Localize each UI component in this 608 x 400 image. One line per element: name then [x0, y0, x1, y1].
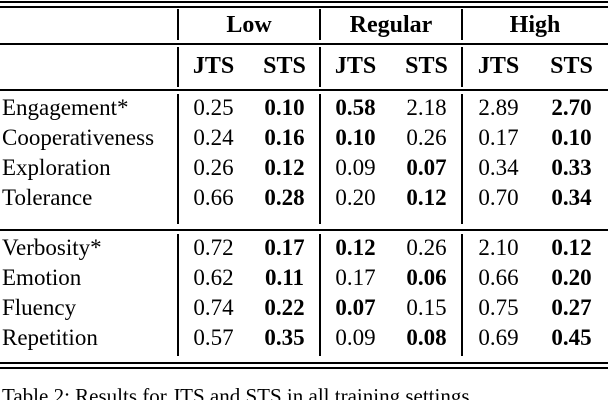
- column-separator: [177, 234, 179, 356]
- cell-value: 0.16: [264, 125, 305, 150]
- table-row-engagement: Engagement* 0.25 0.10 0.58 2.18 2.89 2.7…: [0, 93, 608, 123]
- group-header-regular: Regular: [349, 12, 433, 38]
- subheader-sts-high: STS: [550, 53, 593, 79]
- table-row-verbosity: Verbosity* 0.72 0.17 0.12 0.26 2.10 0.12: [0, 233, 608, 263]
- table-row-exploration: Exploration 0.26 0.12 0.09 0.07 0.34 0.3…: [0, 153, 608, 183]
- table-caption: Table 2: Results for JTS and STS in all …: [2, 384, 470, 400]
- cell-value: 0.35: [264, 325, 305, 350]
- cell-value: 0.75: [478, 295, 519, 320]
- cell-value: 0.09: [335, 325, 376, 350]
- table-row-fluency: Fluency 0.74 0.22 0.07 0.15 0.75 0.27: [0, 293, 608, 323]
- cell-value: 0.15: [406, 295, 447, 320]
- cell-value: 0.20: [335, 185, 376, 210]
- cell-value: 0.26: [406, 125, 447, 150]
- cell-value: 0.27: [551, 295, 592, 320]
- cell-value: 0.25: [193, 95, 234, 120]
- cell-value: 0.34: [478, 155, 519, 180]
- table-row-cooperativeness: Cooperativeness 0.24 0.16 0.10 0.26 0.17…: [0, 123, 608, 153]
- table-row-emotion: Emotion 0.62 0.11 0.17 0.06 0.66 0.20: [0, 263, 608, 293]
- cell-value: 0.07: [406, 155, 447, 180]
- column-separator: [461, 9, 463, 40]
- cell-value: 2.70: [551, 95, 592, 120]
- subheader-jts-low: JTS: [192, 53, 235, 79]
- column-separator: [319, 94, 321, 224]
- cell-value: 0.33: [551, 155, 592, 180]
- cell-value: 0.12: [551, 235, 592, 260]
- cell-value: 0.24: [193, 125, 234, 150]
- cell-value: 0.20: [551, 265, 592, 290]
- cell-value: 0.45: [551, 325, 592, 350]
- bottom-rule-outer: [0, 367, 608, 369]
- subheader-jts-regular: JTS: [334, 53, 377, 79]
- cell-value: 0.17: [335, 265, 376, 290]
- cell-value: 0.22: [264, 295, 305, 320]
- row-label: Repetition: [2, 325, 98, 350]
- cell-value: 0.72: [193, 235, 234, 260]
- subheader-sts-regular: STS: [405, 53, 448, 79]
- column-separator: [177, 47, 179, 87]
- row-label: Tolerance: [2, 185, 93, 210]
- cell-value: 0.12: [406, 185, 447, 210]
- section-divider-rule: [0, 229, 608, 231]
- cell-value: 0.66: [478, 265, 519, 290]
- subheader-rule: [0, 89, 608, 91]
- row-label: Cooperativeness: [2, 125, 155, 150]
- cell-value: 0.34: [551, 185, 592, 210]
- cell-value: 0.62: [193, 265, 234, 290]
- row-label: Emotion: [2, 265, 82, 290]
- column-separator: [461, 47, 463, 87]
- group-header-rule: [0, 43, 608, 45]
- subheader-row: JTS STS JTS STS JTS STS: [0, 45, 608, 87]
- top-rule-inner: [0, 6, 608, 8]
- cell-value: 0.17: [264, 235, 305, 260]
- cell-value: 0.70: [478, 185, 519, 210]
- column-separator: [177, 94, 179, 224]
- row-label: Exploration: [2, 155, 111, 180]
- column-separator: [319, 47, 321, 87]
- table-row-tolerance: Tolerance 0.66 0.28 0.20 0.12 0.70 0.34: [0, 183, 608, 213]
- column-separator: [461, 234, 463, 356]
- corner-spacer: [0, 8, 178, 42]
- column-separator: [319, 234, 321, 356]
- cell-value: 0.26: [193, 155, 234, 180]
- cell-value: 0.10: [264, 95, 305, 120]
- cell-value: 0.06: [406, 265, 447, 290]
- table-row-repetition: Repetition 0.57 0.35 0.09 0.08 0.69 0.45: [0, 323, 608, 353]
- group-header-row: Low Regular High: [0, 8, 608, 42]
- row-label: Verbosity*: [2, 235, 102, 260]
- cell-value: 0.17: [478, 125, 519, 150]
- column-separator: [319, 9, 321, 40]
- cell-value: 0.66: [193, 185, 234, 210]
- subheader-sts-low: STS: [263, 53, 306, 79]
- cell-value: 0.26: [406, 235, 447, 260]
- cell-value: 0.10: [335, 125, 376, 150]
- row-label: Engagement*: [2, 95, 129, 120]
- cell-value: 0.10: [551, 125, 592, 150]
- bottom-rule-inner: [0, 362, 608, 364]
- cell-value: 0.09: [335, 155, 376, 180]
- corner-spacer: [0, 45, 178, 87]
- row-label: Fluency: [2, 295, 77, 320]
- column-separator: [177, 9, 179, 40]
- cell-value: 2.10: [478, 235, 519, 260]
- cell-value: 0.12: [335, 235, 376, 260]
- cell-value: 2.18: [406, 95, 447, 120]
- top-rule-outer: [0, 1, 608, 3]
- cell-value: 0.11: [265, 265, 304, 290]
- cell-value: 0.08: [406, 325, 447, 350]
- subheader-jts-high: JTS: [477, 53, 520, 79]
- cell-value: 0.07: [335, 295, 376, 320]
- cell-value: 2.89: [478, 95, 519, 120]
- group-header-high: High: [509, 12, 561, 38]
- group-header-low: Low: [226, 12, 272, 38]
- cell-value: 0.58: [335, 95, 376, 120]
- cell-value: 0.57: [193, 325, 234, 350]
- cell-value: 0.74: [193, 295, 234, 320]
- cell-value: 0.69: [478, 325, 519, 350]
- column-separator: [461, 94, 463, 224]
- cell-value: 0.12: [264, 155, 305, 180]
- cell-value: 0.28: [264, 185, 305, 210]
